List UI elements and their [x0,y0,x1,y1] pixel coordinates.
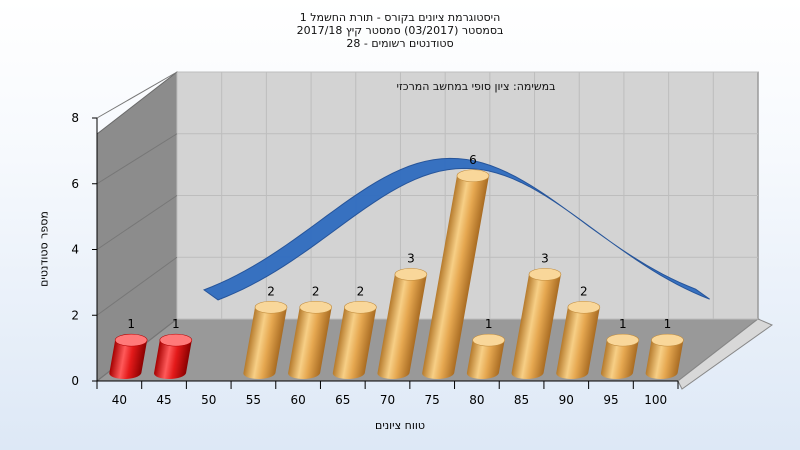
y-tick-label: 0 [71,374,79,388]
x-tick-label: 90 [559,393,574,407]
chart-subtitle: במשימה: ציון סופי במחשב המרכזי [396,80,556,93]
bar-value-label: 2 [580,284,588,298]
bar-cap [606,333,640,347]
bar-value-label: 2 [357,284,365,298]
bar-body [154,340,192,379]
bar-body [466,340,505,379]
bar-body [109,340,148,379]
x-tick-label: 40 [112,393,127,407]
gridline-left-wall [96,71,178,119]
x-tick-label: 75 [425,393,440,407]
bar-body [288,307,332,379]
y-axis-label: מספר סטודנטים [37,211,51,287]
bar-body [332,307,377,379]
gridline-left-wall [96,195,178,250]
bar-cap [344,300,377,314]
bar: 2 [288,284,333,379]
bar: 2 [556,284,601,379]
bar-value-label: 3 [541,251,549,265]
bar: 2 [243,284,288,379]
bar-cap [254,300,288,314]
bar-cap [394,268,428,281]
distribution-curve [203,157,710,301]
bar-value-label: 2 [312,284,320,298]
bar-body [511,274,561,379]
bar-cap [456,169,490,183]
gridline-left-wall [96,256,178,316]
bar-body [645,340,684,379]
bar-body [600,340,639,379]
bar: 1 [645,317,684,379]
x-tick-label: 45 [156,393,171,407]
bar-body [422,175,489,379]
x-tick-label: 65 [335,393,350,407]
bar: 2 [332,284,377,379]
x-tick-label: 80 [469,393,484,407]
chart-title-line-3: סטודנטים רשומים - 28 [346,37,454,50]
bar-value-label: 1 [619,317,627,331]
chart-title-line-1: היסטוגרמת ציונים בקורס - תורת החשמל 1 [299,11,501,24]
bar-body [556,307,600,379]
y-tick-label: 4 [71,243,79,257]
x-axis-label: טווח ציונים [375,419,425,432]
bar-value-label: 3 [407,251,415,265]
bar-cap [159,333,193,347]
bar-cap [114,333,148,347]
bar: 3 [377,251,428,379]
bar: 1 [600,317,640,379]
bar: 3 [511,251,562,379]
bar-value-label: 1 [172,317,180,331]
bar-value-label: 1 [664,317,672,331]
bar-cap [651,333,684,347]
x-tick-label: 70 [380,393,395,407]
y-tick-label: 2 [71,308,79,322]
bar-body [377,274,427,379]
x-tick-label: 100 [644,393,667,407]
y-tick-label: 6 [71,177,79,191]
bar: 1 [154,317,193,379]
bar: 6 [422,153,490,379]
bar-value-label: 2 [267,284,275,298]
y-tick-label: 8 [71,111,79,125]
bar-cap [472,333,505,347]
x-tick-label: 85 [514,393,529,407]
bar-body [243,307,288,379]
x-tick-label: 95 [603,393,618,407]
x-tick-label: 50 [201,393,216,407]
bar-cap [299,300,333,314]
bar: 1 [109,317,148,379]
chart-title-line-2: בסמסטר (03/2017) סמסטר קיץ 2017/18 [296,24,504,37]
bar-value-label: 1 [485,317,493,331]
bar: 1 [466,317,505,379]
bar-cap [528,268,562,281]
floor-edge [677,318,774,390]
x-tick-label: 60 [290,393,305,407]
bar-cap [567,300,601,314]
bar-value-label: 6 [469,153,477,167]
gridline-left-wall [96,133,178,185]
bar-value-label: 1 [127,317,135,331]
x-tick-label: 55 [246,393,261,407]
